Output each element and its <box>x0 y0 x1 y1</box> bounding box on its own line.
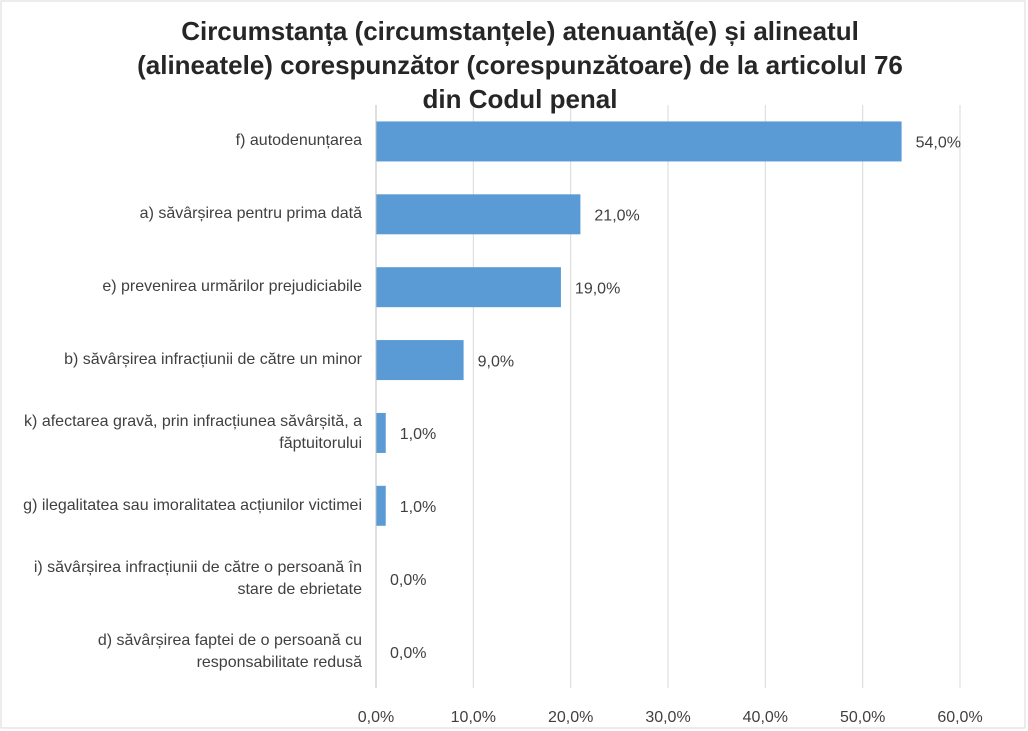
x-tick-label: 0,0% <box>358 709 394 726</box>
y-tick-label: k) afectarea gravă, prin infracțiunea să… <box>24 412 362 452</box>
bar <box>376 121 902 162</box>
x-tick-label: 10,0% <box>451 709 496 726</box>
x-tick-label: 40,0% <box>743 709 788 726</box>
x-tick-label: 20,0% <box>548 709 593 726</box>
value-label: 19,0% <box>575 280 620 297</box>
chart-title: Circumstanța (circumstanțele) atenuantă(… <box>137 16 903 114</box>
y-tick-label: d) săvârșirea faptei de o persoană cu re… <box>97 631 362 671</box>
value-label: 0,0% <box>390 572 426 589</box>
value-label: 1,0% <box>400 499 436 516</box>
value-label: 21,0% <box>594 208 639 225</box>
y-tick-label: b) săvârșirea infracțiunii de către un m… <box>64 351 362 369</box>
bar <box>376 194 581 235</box>
x-tick-label: 50,0% <box>840 709 885 726</box>
bar <box>376 267 561 308</box>
value-label: 1,0% <box>400 426 436 443</box>
value-label: 0,0% <box>390 645 426 662</box>
y-tick-label: g) ilegalitatea sau imoralitatea acțiuni… <box>23 496 362 514</box>
value-label: 9,0% <box>478 353 514 370</box>
y-tick-label: e) prevenirea urmărilor prejudiciabile <box>102 278 362 296</box>
bar <box>376 485 386 526</box>
x-tick-label: 60,0% <box>937 709 982 726</box>
value-label: 54,0% <box>916 135 961 152</box>
bar <box>376 340 464 381</box>
x-tick-label: 30,0% <box>645 709 690 726</box>
y-tick-label: i) săvârșirea infracțiunii de către o pe… <box>33 558 362 598</box>
y-tick-label: a) săvârșirea pentru prima dată <box>139 205 362 223</box>
y-tick-label: f) autodenunțarea <box>235 132 362 150</box>
bar <box>376 412 386 453</box>
